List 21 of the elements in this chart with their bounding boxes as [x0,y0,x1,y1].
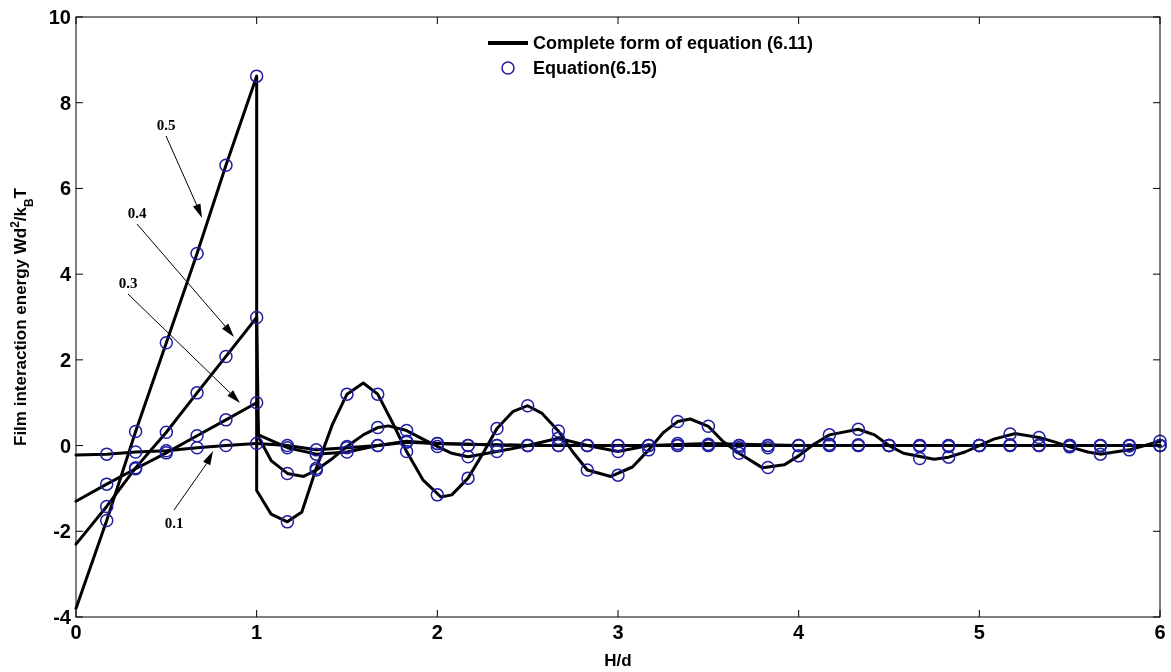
x-tick-label: 6 [1154,621,1166,643]
y-tick-label: 10 [48,6,71,28]
x-tick-label: 4 [793,621,806,643]
y-tick-label: 6 [59,177,71,200]
y-tick-label: 0 [59,434,71,457]
annotation: 0.1 [164,515,184,531]
legend-label: Complete form of equation (6.11) [533,33,814,53]
x-axis-title: H/d [604,651,632,670]
x-tick-label: 1 [251,621,263,643]
legend-label: Equation(6.15) [533,58,658,78]
x-tick-label: 2 [431,621,443,643]
x-tick-label: 5 [973,621,985,643]
annotation: 0.5 [156,117,176,133]
y-tick-label: -2 [53,520,71,543]
y-tick-label: 8 [59,91,71,114]
y-tick-label: -4 [53,606,72,628]
annotation: 0.3 [118,275,138,291]
y-tick-label: 2 [59,348,71,371]
annotation: 0.4 [127,205,147,221]
y-tick-label: 4 [59,263,72,286]
x-tick-label: 3 [612,621,624,643]
